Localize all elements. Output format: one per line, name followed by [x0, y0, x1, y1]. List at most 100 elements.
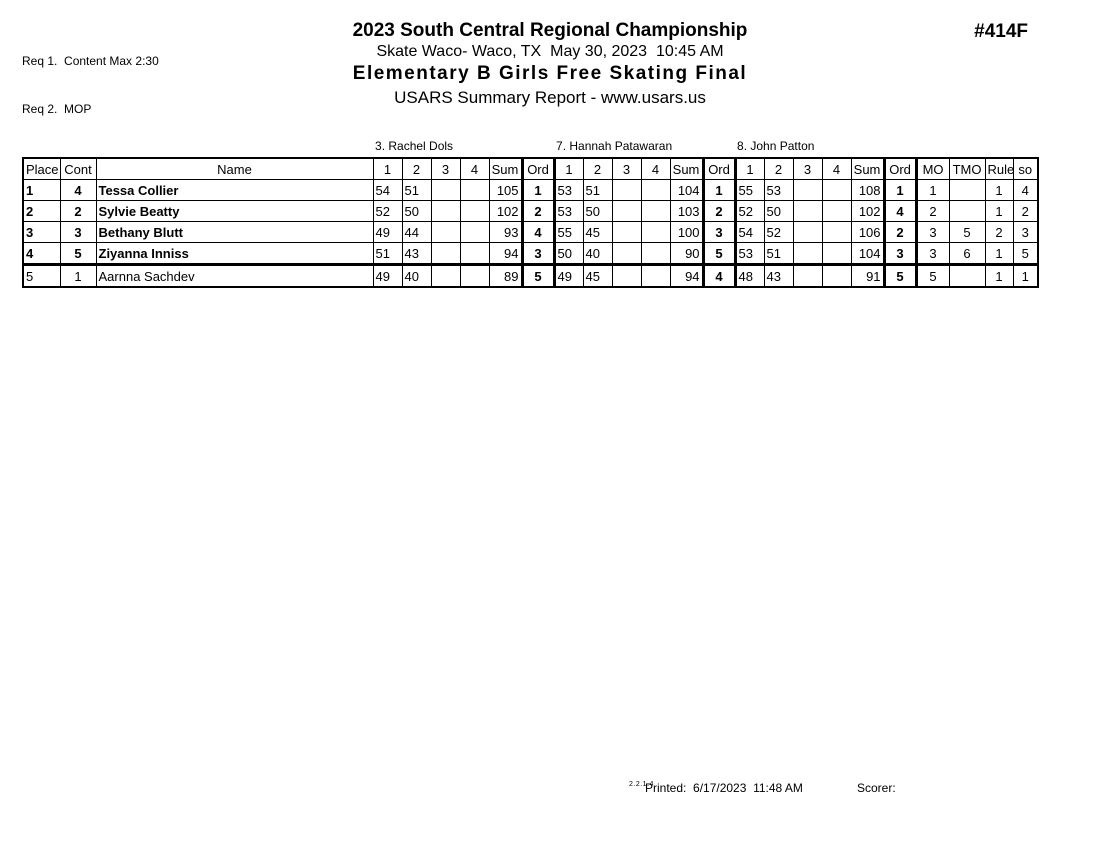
judge-name-header: 7. Hannah Patawaran — [556, 139, 673, 153]
results-table: 3. Rachel Dols 7. Hannah Patawaran 8. John… — [22, 135, 1040, 288]
cell-rule: 1 — [984, 200, 1014, 222]
cell-judge-score — [459, 179, 490, 201]
cell-cont: 5 — [59, 242, 97, 265]
cell-judge-score: 43 — [401, 242, 432, 265]
cell-judge-sum: 100 — [669, 221, 704, 243]
cell-judge-ord: 5 — [701, 242, 737, 265]
cell-judge-sum: 103 — [669, 200, 704, 222]
header-score: 1 — [734, 157, 765, 180]
cell-judge-score: 49 — [372, 221, 403, 243]
cell-judge-sum: 91 — [850, 263, 885, 288]
cell-place: 2 — [22, 200, 61, 222]
event-title: Elementary B Girls Free Skating Final — [352, 63, 748, 84]
header-place: Place — [22, 157, 61, 180]
table-row: 3 3 Bethany Blutt 49 44 93 4 55 45 100 3 54 52 106 2 3 5… — [22, 221, 1040, 243]
table-row: 5 1 Aarnna Sachdev 49 40 89 5 49 45 94 4 48 43 91 5 5 1 1 — [22, 263, 1040, 288]
cell-judge-score: 45 — [582, 221, 613, 243]
cell-place: 1 — [22, 179, 61, 201]
header-score: 1 — [553, 157, 584, 180]
header-sum: Sum — [488, 157, 523, 180]
cell-judge-score — [821, 179, 852, 201]
cell-judge-sum: 90 — [669, 242, 704, 265]
scorer-label: Scorer: — [857, 781, 896, 795]
championship-title: 2023 South Central Regional Championship — [352, 20, 748, 41]
cell-judge-score: 51 — [401, 179, 432, 201]
cell-judge-score — [640, 221, 671, 243]
cell-judge-sum: 93 — [488, 221, 523, 243]
cell-judge-score: 52 — [372, 200, 403, 222]
cell-so: 2 — [1012, 200, 1040, 222]
cell-judge-sum: 108 — [850, 179, 885, 201]
cell-judge-ord: 3 — [701, 221, 737, 243]
cell-judge-score: 54 — [372, 179, 403, 201]
cell-judge-score — [821, 221, 852, 243]
cell-judge-score — [640, 179, 671, 201]
cell-judge-score — [640, 200, 671, 222]
req-line-1: Req 1. Content Max 2:30 — [22, 54, 159, 68]
req-line-2: Req 2. MOP — [22, 102, 92, 116]
cell-rule: 1 — [984, 179, 1014, 201]
cell-judge-ord: 5 — [882, 263, 918, 288]
cell-judge-score — [459, 221, 490, 243]
cell-judge-score — [821, 200, 852, 222]
cell-mo: 2 — [915, 200, 950, 222]
cell-judge-ord: 4 — [701, 263, 737, 288]
cell-judge-score: 50 — [582, 200, 613, 222]
cell-judge-score — [430, 200, 461, 222]
cell-place: 3 — [22, 221, 61, 243]
column-header-row: Place Cont Name 1 2 3 4 Sum Ord 1 2 3 4 Sum Ord 1 2 3 4 Sum… — [22, 157, 1040, 180]
cell-judge-sum: 102 — [850, 200, 885, 222]
cell-name: Aarnna Sachdev — [95, 263, 374, 288]
header-score: 4 — [640, 157, 671, 180]
cell-judge-score: 45 — [582, 263, 613, 288]
cell-judge-ord: 4 — [520, 221, 556, 243]
cell-judge-ord: 1 — [520, 179, 556, 201]
cell-judge-sum: 104 — [850, 242, 885, 265]
requirements-block: Req 1. Content Max 2:30 Req 2. MOP — [22, 21, 159, 149]
cell-judge-score: 53 — [763, 179, 794, 201]
header-score: 3 — [611, 157, 642, 180]
report-header: 2023 South Central Regional Championship… — [0, 0, 1100, 109]
cell-judge-score: 53 — [734, 242, 765, 265]
cell-judge-score — [821, 263, 852, 288]
judge-header-row: 3. Rachel Dols 7. Hannah Patawaran 8. John… — [23, 135, 1038, 158]
cell-judge-score — [430, 242, 461, 265]
cell-judge-score: 49 — [553, 263, 584, 288]
cell-name: Ziyanna Inniss — [95, 242, 374, 265]
cell-judge-score — [459, 242, 490, 265]
cell-cont: 1 — [59, 263, 97, 288]
cell-judge-score: 55 — [553, 221, 584, 243]
cell-judge-sum: 89 — [488, 263, 523, 288]
cell-judge-sum: 106 — [850, 221, 885, 243]
cell-judge-score — [640, 242, 671, 265]
cell-judge-score — [792, 242, 823, 265]
cell-judge-score — [792, 179, 823, 201]
header-so: so — [1012, 157, 1040, 180]
header-sum: Sum — [850, 157, 885, 180]
header-ord: Ord — [520, 157, 556, 180]
cell-judge-score: 50 — [401, 200, 432, 222]
cell-judge-ord: 1 — [701, 179, 737, 201]
cell-name: Bethany Blutt — [95, 221, 374, 243]
cell-judge-ord: 2 — [882, 221, 918, 243]
cell-judge-ord: 4 — [882, 200, 918, 222]
cell-judge-score: 53 — [553, 200, 584, 222]
cell-judge-score: 52 — [734, 200, 765, 222]
report-type-line: USARS Summary Report - www.usars.us — [394, 88, 706, 107]
cell-so: 1 — [1012, 263, 1040, 288]
cell-so: 4 — [1012, 179, 1040, 201]
header-mo: MO — [915, 157, 950, 180]
header-ord: Ord — [701, 157, 737, 180]
cell-judge-score — [611, 221, 642, 243]
cell-judge-score: 40 — [401, 263, 432, 288]
cell-judge-score: 51 — [763, 242, 794, 265]
cell-name: Tessa Collier — [95, 179, 374, 201]
cell-cont: 3 — [59, 221, 97, 243]
cell-judge-score — [459, 263, 490, 288]
cell-judge-sum: 94 — [488, 242, 523, 265]
table-row: 4 5 Ziyanna Inniss 51 43 94 3 50 40 90 5 53 51 104 3 3 6… — [22, 242, 1040, 265]
cell-judge-score: 48 — [734, 263, 765, 288]
cell-mo: 1 — [915, 179, 950, 201]
cell-judge-score: 54 — [734, 221, 765, 243]
cell-mo: 3 — [915, 221, 950, 243]
